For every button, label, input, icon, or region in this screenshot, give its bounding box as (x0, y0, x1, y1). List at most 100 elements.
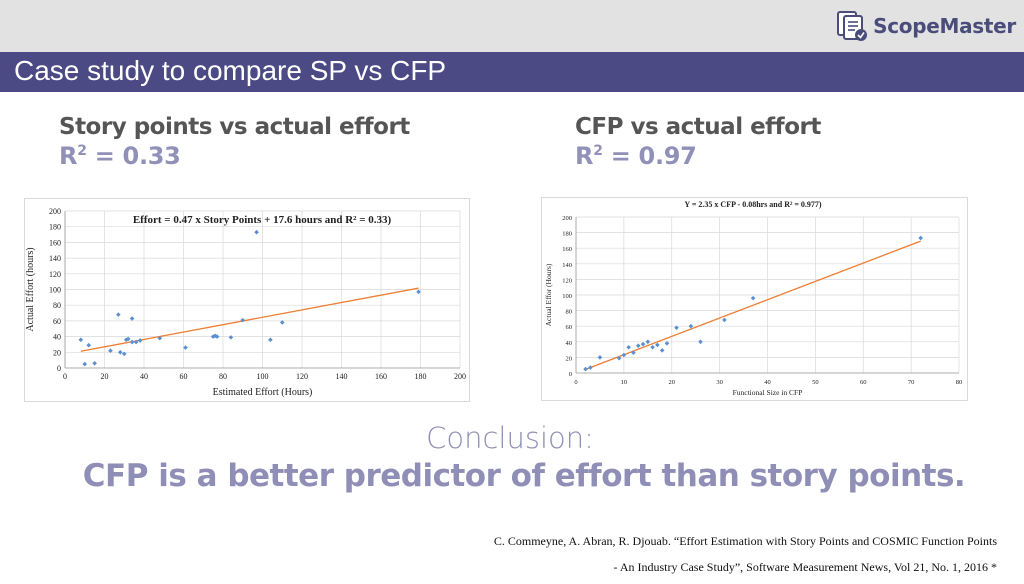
data-point (183, 345, 188, 350)
x-tick-label: 40 (764, 379, 771, 386)
y-tick-label: 0 (569, 371, 572, 378)
left-r2: R2 = 0.33 (59, 142, 410, 170)
data-point (626, 344, 631, 350)
data-point (129, 339, 135, 345)
y-tick-label: 20 (566, 355, 573, 362)
data-point (121, 351, 127, 357)
data-point (210, 334, 216, 339)
trendline (585, 240, 921, 371)
x-tick-label: 200 (454, 372, 466, 381)
left-chart-heading: Story points vs actual effort (59, 114, 410, 140)
conclusion-label: Conclusion: (426, 421, 594, 455)
y-axis-label: Actual Effort (hours) (25, 247, 36, 331)
data-point (583, 366, 588, 372)
y-tick-label: 120 (49, 270, 61, 279)
x-tick-label: 140 (336, 372, 348, 381)
data-point (125, 336, 131, 342)
data-point (635, 343, 641, 348)
y-tick-label: 100 (49, 286, 61, 295)
data-point (698, 339, 703, 345)
data-point (659, 348, 665, 353)
x-tick-label: 120 (296, 372, 308, 381)
data-point (228, 335, 234, 340)
y-tick-label: 40 (566, 340, 573, 347)
x-axis-label: Functional Size in CFP (733, 388, 803, 397)
y-tick-label: 140 (562, 262, 572, 269)
trendline (80, 287, 419, 352)
x-tick-label: 80 (219, 372, 227, 381)
x-tick-label: 40 (140, 372, 148, 381)
y-tick-label: 120 (562, 277, 572, 284)
y-tick-label: 140 (49, 254, 61, 263)
y-tick-label: 180 (562, 231, 572, 238)
data-point (108, 348, 113, 354)
top-bar: ScopeMaster (0, 0, 1024, 52)
regression-equation: Effort = 0.47 x Story Points + 17.6 hour… (133, 214, 392, 226)
x-tick-label: 70 (908, 379, 915, 386)
cfp-scatter-chart: 0 20 40 60 80 100 120 140 160 180 200 0 10 20 30 40 50 60… (541, 197, 968, 401)
left-r2-exp: 2 (77, 143, 87, 159)
y-tick-label: 60 (566, 324, 573, 331)
document-check-icon (837, 11, 868, 41)
right-r2-value: = 0.97 (602, 142, 697, 170)
left-heading: Story points vs actual effort R2 = 0.33 (59, 114, 410, 170)
title-bar: Case study to compare SP vs CFP (0, 52, 1024, 92)
left-r2-value: = 0.33 (86, 142, 181, 170)
data-point (157, 335, 163, 341)
y-tick-label: 80 (566, 309, 573, 316)
data-point (588, 365, 593, 370)
x-tick-label: 180 (415, 372, 427, 381)
x-tick-label: 100 (257, 372, 269, 381)
right-r2: R2 = 0.97 (575, 142, 821, 170)
x-tick-label: 10 (621, 379, 628, 386)
x-tick-label: 0 (63, 372, 67, 381)
x-tick-label: 160 (375, 372, 387, 381)
data-point (664, 341, 670, 346)
data-point (750, 295, 756, 301)
data-point (82, 361, 88, 367)
y-tick-label: 160 (562, 246, 572, 253)
regression-equation: Y = 2.35 x CFP - 0.08hrs and R² = 0.977) (684, 200, 822, 209)
y-tick-label: 200 (49, 207, 61, 216)
y-tick-label: 40 (53, 333, 61, 342)
data-point (116, 312, 121, 317)
data-point (918, 235, 923, 241)
data-point (133, 339, 139, 345)
left-r2-prefix: R (59, 142, 78, 170)
right-r2-prefix: R (575, 142, 594, 170)
x-tick-label: 0 (574, 379, 577, 386)
x-tick-label: 20 (669, 379, 676, 386)
data-point (650, 344, 655, 350)
data-point (78, 337, 84, 343)
logo-text: ScopeMaster (873, 14, 1016, 38)
y-tick-label: 0 (57, 364, 61, 373)
x-tick-label: 60 (860, 379, 867, 386)
data-point (214, 334, 220, 339)
data-point (688, 323, 694, 329)
x-tick-label: 20 (101, 372, 109, 381)
data-point (655, 342, 660, 348)
x-tick-label: 60 (180, 372, 188, 381)
data-point (631, 350, 636, 356)
data-point (722, 317, 727, 323)
data-point (674, 325, 679, 331)
citation-line-2: - An Industry Case Study”, Software Meas… (613, 560, 997, 574)
y-tick-label: 160 (49, 238, 61, 247)
y-tick-label: 60 (53, 317, 61, 326)
right-heading: CFP vs actual effort R2 = 0.97 (575, 114, 821, 170)
logo: ScopeMaster (835, 10, 1016, 42)
right-r2-exp: 2 (593, 143, 603, 159)
sp-scatter-chart: 0 20 40 60 80 100 120 140 160 180 200 0 20 40 60 80 100 1… (24, 198, 470, 402)
y-axis-label: Actual Effor (Hours) (544, 263, 553, 326)
x-tick-label: 30 (716, 379, 723, 386)
data-point (123, 337, 129, 343)
conclusion-statement: CFP is a better predictor of effort than… (82, 458, 966, 494)
data-point (279, 320, 285, 325)
y-tick-label: 180 (49, 223, 61, 232)
y-tick-label: 20 (53, 348, 61, 357)
citation-line-1: C. Commeyne, A. Abran, R. Djouab. “Effor… (493, 534, 997, 548)
y-tick-label: 100 (562, 293, 572, 300)
x-axis-label: Estimated Effort (Hours) (213, 387, 313, 398)
data-point (86, 342, 91, 348)
data-point (254, 229, 259, 235)
